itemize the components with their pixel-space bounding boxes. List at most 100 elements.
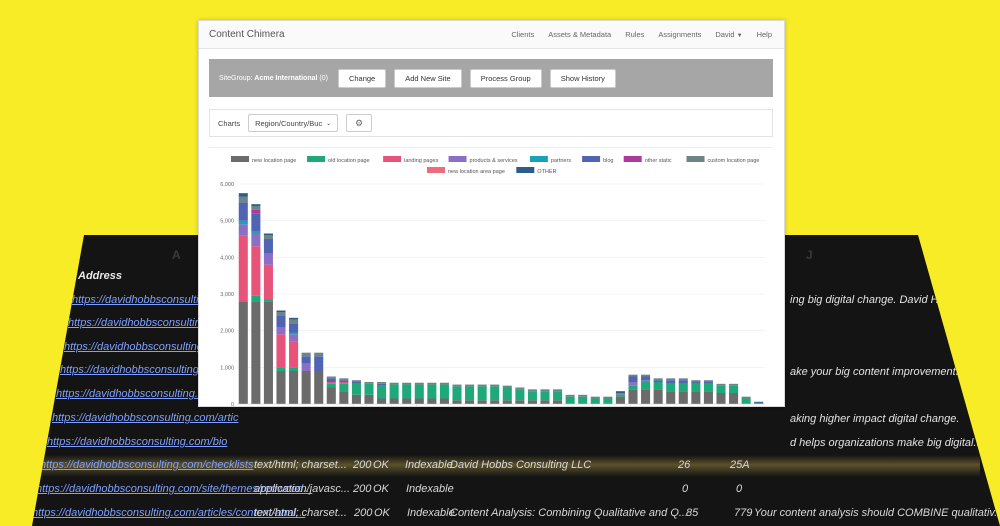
bar-segment xyxy=(427,382,437,385)
bar-segment xyxy=(276,371,286,404)
nav-rules[interactable]: Rules xyxy=(625,30,645,39)
bar-segment xyxy=(389,398,399,404)
bar-segment xyxy=(339,391,349,404)
table-row[interactable]: https://davidhobbsconsulting.com/site/th… xyxy=(36,479,986,501)
bar-segment xyxy=(377,398,387,404)
bar-segment xyxy=(553,389,563,392)
row-url[interactable]: https://davidhobbsconsulting.com/bio xyxy=(47,436,228,448)
nav-assets-metadata[interactable]: Assets & Metadata xyxy=(548,30,612,39)
bar-segment xyxy=(276,327,286,335)
bar-segment xyxy=(289,367,299,371)
nav-user-label: David xyxy=(715,30,735,39)
row-url[interactable]: https://davidhobbsconsulting.com/checkli… xyxy=(40,459,254,471)
sitegroup-id: (0) xyxy=(319,74,328,82)
bar-segment xyxy=(289,319,299,324)
bar-segment xyxy=(540,400,550,404)
change-button[interactable]: Change xyxy=(337,68,387,88)
x-tick-label: Lithuania xyxy=(540,405,559,407)
x-tick-label: South Korea xyxy=(660,405,685,407)
legend-swatch xyxy=(307,156,326,162)
x-tick-label: Ireland xyxy=(342,405,358,407)
process-group-button[interactable]: Process Group xyxy=(469,68,542,88)
bar-segment xyxy=(553,391,563,401)
bar-segment xyxy=(678,391,688,404)
x-tick-label: Hungary xyxy=(465,405,483,407)
x-tick-label: Australia xyxy=(628,405,647,407)
bar-segment xyxy=(716,383,726,386)
legend-label: custom location page xyxy=(708,158,760,164)
table-row[interactable]: https://davidhobbsconsulting.com/checkli… xyxy=(40,455,980,477)
bar-segment xyxy=(452,386,462,401)
x-tick-label: Belgium xyxy=(567,405,585,407)
nav-clients[interactable]: Clients xyxy=(511,30,535,39)
bar-segment xyxy=(465,386,475,401)
x-tick-label: Qatar xyxy=(445,405,459,407)
bar-segment xyxy=(515,387,525,390)
bar-segment xyxy=(351,380,361,382)
bar-segment xyxy=(540,389,550,392)
row-url[interactable]: https://davidhobbsconsulting.com/article… xyxy=(32,507,306,519)
x-tick-label: Spain xyxy=(281,405,295,407)
row-url[interactable]: https://davidhobbsconsulting.com/site/th… xyxy=(36,483,313,495)
x-tick-label: UAE xyxy=(308,405,320,407)
bar-segment xyxy=(414,398,424,404)
chart-panel: new location page old location page landin… xyxy=(209,147,773,407)
bar-segment xyxy=(565,394,575,397)
bar-segment xyxy=(238,301,248,404)
show-history-button[interactable]: Show History xyxy=(549,68,616,88)
legend-label: old location page xyxy=(328,158,370,164)
row-url[interactable]: https://davidhobbsconsulting.com/vide xyxy=(56,388,242,400)
row-number-2: 0 xyxy=(736,483,743,495)
x-tick-label: Poland xyxy=(581,405,597,407)
bar-segment xyxy=(615,391,625,393)
nav-user-menu[interactable]: David ▼ xyxy=(715,30,742,39)
row-description: d helps organizations make big digital..… xyxy=(790,437,983,449)
legend-label: new location page xyxy=(252,158,296,164)
legend-swatch xyxy=(516,167,535,173)
bar-segment xyxy=(251,209,261,214)
bar-segment xyxy=(603,398,613,404)
row-content-type: text/html; charset... xyxy=(254,459,347,471)
chart-settings-button[interactable]: ⚙ xyxy=(346,114,373,132)
bar-segment xyxy=(389,384,399,399)
bar-segment xyxy=(490,400,500,404)
nav-help[interactable]: Help xyxy=(756,30,772,39)
bar-segment xyxy=(339,383,349,392)
row-url[interactable]: https://davidhobbsconsulting.com/con xyxy=(60,364,244,376)
address-column-header: Address xyxy=(78,270,123,282)
caret-down-icon: ▼ xyxy=(736,33,743,39)
x-tick-label: Bahrain xyxy=(492,405,509,407)
bar-segment xyxy=(490,386,500,401)
y-tick-label: 3,000 xyxy=(220,292,234,298)
x-tick-label: Finland xyxy=(354,405,370,407)
nav-assignments[interactable]: Assignments xyxy=(658,30,702,39)
row-number-2: 779 xyxy=(734,507,753,519)
chart-type-select[interactable]: Region/Country/Buc ⌄ xyxy=(248,114,339,132)
charts-toolbar: Charts Region/Country/Buc ⌄ ⚙ xyxy=(209,109,773,137)
bar-segment xyxy=(339,382,349,384)
bar-segment xyxy=(251,246,261,296)
row-url[interactable]: https://davidhobbsconsulting.com/ xyxy=(72,294,238,306)
bar-segment xyxy=(439,384,449,399)
y-tick-label: 6,000 xyxy=(220,182,234,188)
row-url[interactable]: https://davidhobbsconsulting.com/artic xyxy=(52,412,239,424)
x-tick-label: Hong Kong xyxy=(687,405,710,407)
column-letter-a: A xyxy=(172,248,181,262)
add-new-site-button[interactable]: Add New Site xyxy=(394,68,462,88)
row-content-type: application/javasc... xyxy=(254,483,350,495)
bar-segment xyxy=(703,380,713,382)
row-number-1: 85 xyxy=(686,507,699,519)
bar-segment xyxy=(276,312,286,316)
bar-segment xyxy=(364,394,374,404)
bar-segment xyxy=(716,385,726,393)
bar-segment xyxy=(364,383,374,395)
bar-segment xyxy=(251,233,261,247)
bar-segment xyxy=(477,400,487,404)
row-number-1: 0 xyxy=(682,483,689,495)
row-description: ake your big content improvements... xyxy=(790,366,971,378)
x-tick-label: New Zealand xyxy=(609,405,635,407)
table-row[interactable]: https://davidhobbsconsulting.com/article… xyxy=(32,503,1000,525)
bar-segment xyxy=(289,334,299,342)
app-brand[interactable]: Content Chimera xyxy=(209,29,285,40)
bar-segment xyxy=(678,378,688,381)
